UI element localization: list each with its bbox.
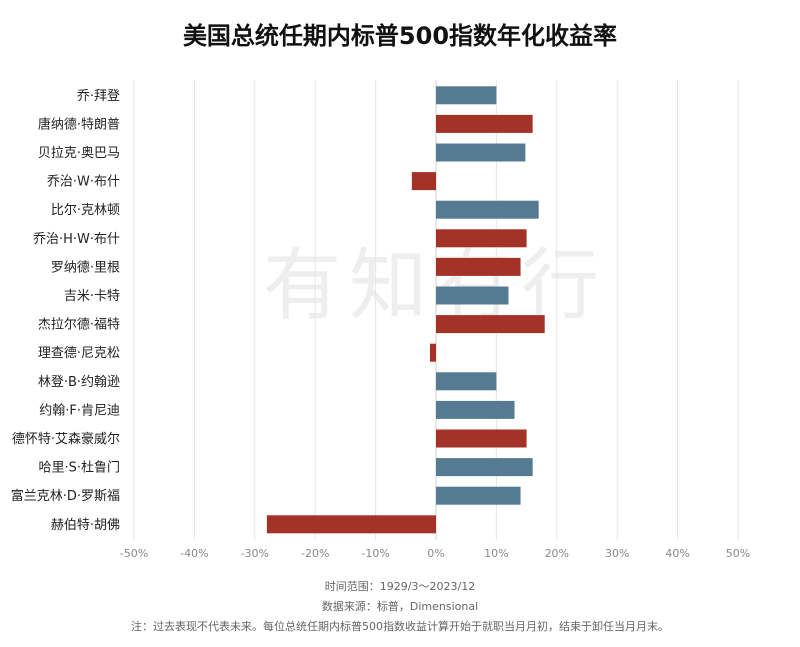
bar [436, 86, 497, 105]
disclaimer-note: 注：过去表现不代表未来。每位总统任期内标普500指数收益计算开始于就职当月月初，… [131, 619, 669, 633]
category-labels: 乔·拜登唐纳德·特朗普贝拉克·奥巴马乔治·W·布什比尔·克林顿乔治·H·W·布什… [11, 89, 120, 533]
category-label: 德怀特·艾森豪威尔 [12, 431, 120, 447]
bar [429, 343, 436, 362]
bar [436, 372, 497, 391]
category-label: 罗纳德·里根 [51, 260, 120, 275]
category-label: 乔治·H·W·布什 [33, 232, 120, 247]
category-label: 约翰·F·肯尼迪 [39, 403, 120, 418]
bar [436, 257, 521, 276]
category-label: 富兰克林·D·罗斯福 [11, 488, 120, 504]
bar [436, 114, 533, 133]
category-label: 理查德·尼克松 [38, 346, 120, 361]
bar [436, 200, 539, 219]
bar [436, 315, 545, 334]
x-tick-label: 30% [605, 547, 629, 560]
category-label: 赫伯特·胡佛 [51, 518, 120, 533]
bar [436, 486, 521, 505]
category-label: 唐纳德·特朗普 [38, 116, 120, 132]
x-tick-label: 40% [665, 547, 689, 560]
bar [436, 143, 526, 162]
category-label: 杰拉尔德·福特 [38, 318, 120, 333]
x-tick-label: -10% [361, 547, 389, 560]
x-tick-labels: -50% -40% -30% -20% -10% 0% 10% 20% 30% 40% 50% [120, 547, 750, 560]
bar [436, 429, 527, 448]
category-label: 乔治·W·布什 [47, 175, 120, 190]
source-note: 数据来源：标普，Dimensional [322, 599, 478, 613]
x-tick-label: -50% [120, 547, 148, 560]
category-label: 乔·拜登 [77, 89, 120, 104]
bars [266, 86, 545, 534]
category-label: 哈里·S·杜鲁门 [38, 461, 120, 476]
bar [436, 229, 527, 248]
x-tick-label: 0% [427, 547, 444, 560]
watermark-text: 有知有行 [263, 241, 607, 331]
x-tick-label: 20% [545, 547, 569, 560]
x-tick-label: 50% [726, 547, 750, 560]
bar [411, 172, 436, 191]
watermark: 有知有行 [263, 241, 607, 331]
bar [436, 458, 533, 477]
x-tick-label: 10% [484, 547, 508, 560]
x-tick-label: -20% [301, 547, 329, 560]
bar [436, 286, 509, 305]
category-label: 吉米·卡特 [64, 289, 120, 304]
category-label: 比尔·克林顿 [51, 203, 120, 218]
category-label: 贝拉克·奥巴马 [38, 146, 120, 161]
time-range-note: 时间范围：1929/3～2023/12 [325, 579, 475, 593]
bar [436, 400, 515, 419]
x-tick-label: -40% [180, 547, 208, 560]
chart-title: 美国总统任期内标普500指数年化收益率 [183, 22, 617, 50]
x-tick-label: -30% [241, 547, 269, 560]
bar [266, 515, 436, 534]
category-label: 林登·B·约翰逊 [38, 375, 120, 390]
